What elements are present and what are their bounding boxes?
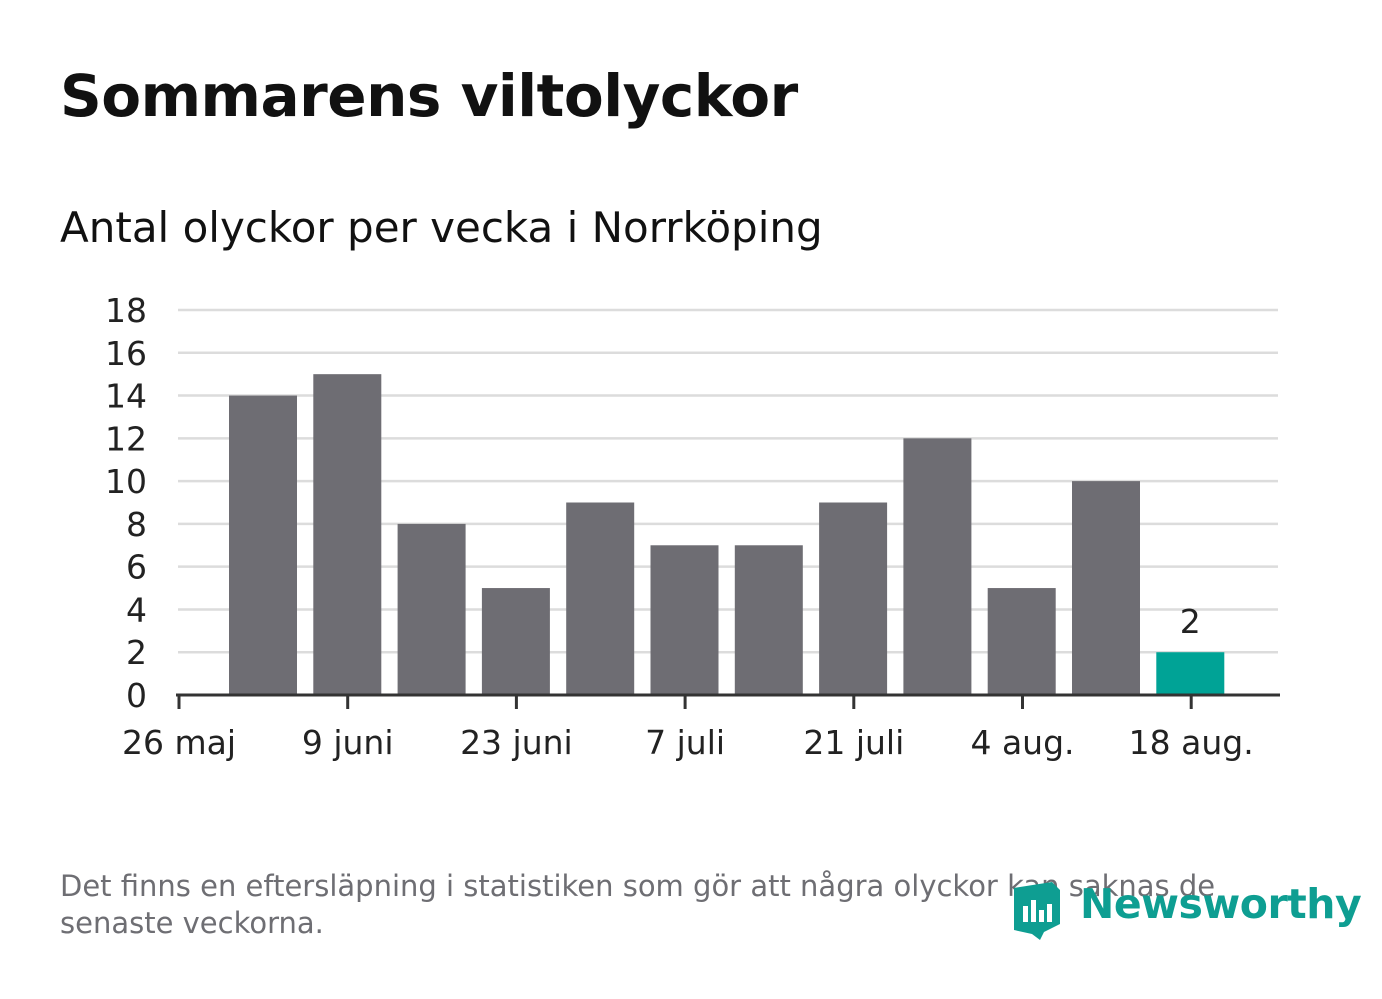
chart-title: Sommarens viltolyckor [60, 62, 798, 130]
bar [1156, 652, 1225, 695]
newsworthy-logo-text: Newsworthy [1080, 880, 1362, 928]
x-tick-label: 4 aug. [970, 723, 1074, 762]
y-tick-label: 6 [126, 548, 147, 587]
bar [650, 545, 719, 695]
y-tick-label: 14 [105, 377, 147, 416]
x-axis-labels: 26 maj 9 juni 23 juni 7 juli 21 juli 4 aug. 18… [122, 695, 1254, 762]
bar [566, 502, 635, 695]
y-tick-label: 10 [105, 462, 147, 501]
newsworthy-logo-icon [1014, 882, 1060, 940]
bar [819, 502, 888, 695]
chart-subtitle: Antal olyckor per vecka i Norrköping [60, 203, 823, 252]
data-labels: 2 [1180, 602, 1201, 641]
bar [1072, 481, 1140, 695]
bar [903, 438, 972, 695]
x-tick-label: 7 juli [645, 723, 725, 762]
bar [397, 523, 466, 695]
y-tick-label: 18 [105, 291, 147, 330]
bar [481, 588, 550, 695]
bar [229, 395, 297, 695]
y-tick-label: 12 [105, 419, 147, 458]
y-tick-label: 8 [126, 505, 147, 544]
y-tick-label: 0 [126, 676, 147, 715]
y-tick-label: 4 [126, 590, 147, 629]
bar [734, 545, 803, 695]
newsworthy-logo: Newsworthy [1010, 878, 1362, 942]
x-tick-label: 21 juli [803, 723, 904, 762]
x-tick-label: 26 maj [122, 723, 236, 762]
bar [313, 374, 382, 695]
y-tick-label: 2 [126, 633, 147, 672]
bar [987, 588, 1056, 695]
y-tick-label: 16 [105, 334, 147, 373]
bars [229, 374, 1225, 695]
x-tick-label: 23 juni [460, 723, 573, 762]
footnote: Det finns en eftersläpning i statistiken… [60, 869, 1216, 940]
x-tick-label: 18 aug. [1129, 723, 1254, 762]
x-tick-label: 9 juni [302, 723, 394, 762]
data-label: 2 [1180, 602, 1201, 641]
